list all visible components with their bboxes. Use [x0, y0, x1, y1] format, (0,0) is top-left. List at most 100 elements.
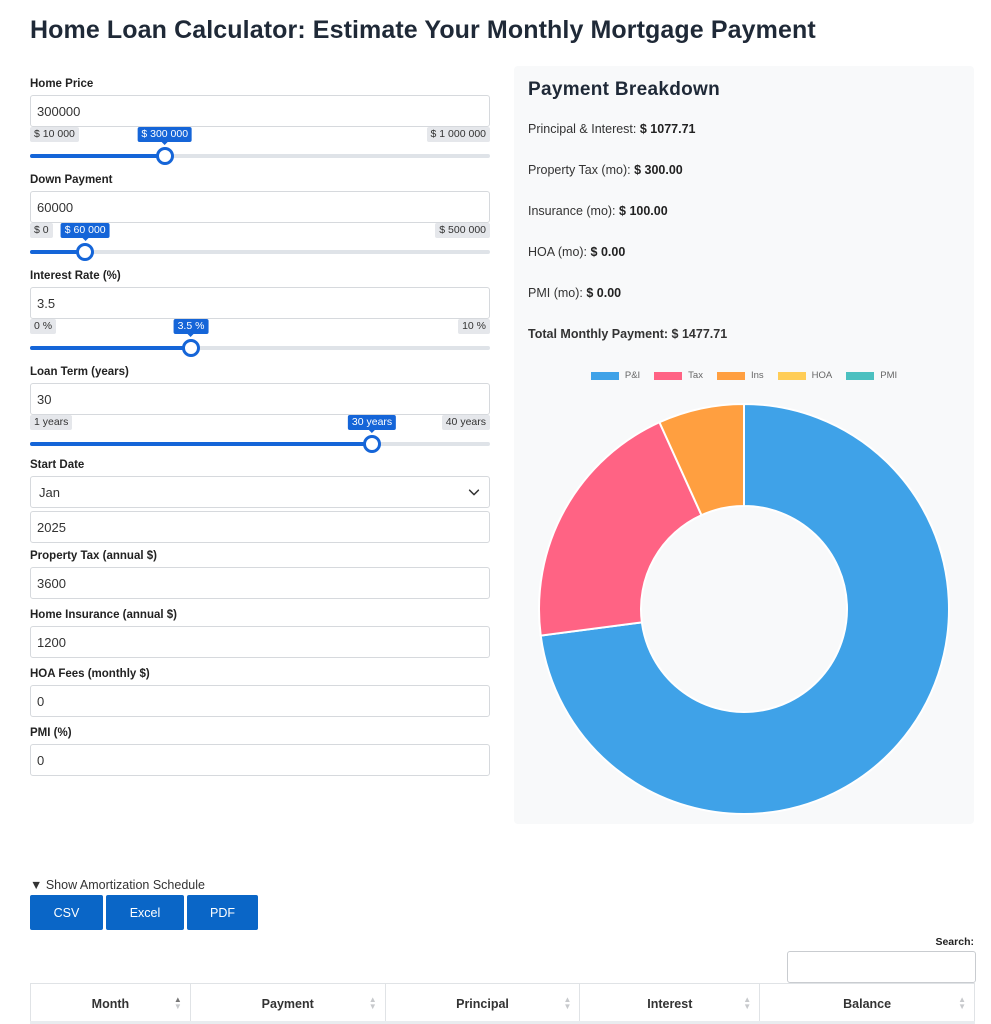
loan-term-slider[interactable]: 1 years 40 years 30 years [30, 415, 490, 453]
down-payment-label: Down Payment [30, 174, 113, 186]
column-header-month[interactable]: Month ▲ ▼ [30, 983, 191, 1024]
legend-label: Ins [750, 370, 764, 381]
column-header-label: Month [91, 996, 130, 1011]
home-insurance-input[interactable] [30, 626, 490, 658]
breakdown-value: $ 1077.71 [639, 122, 696, 136]
breakdown-hoa: HOA (mo): $ 0.00 [528, 245, 625, 259]
interest-rate-input[interactable] [30, 287, 490, 319]
breakdown-title: Payment Breakdown [528, 79, 720, 100]
slider-track[interactable] [30, 147, 490, 165]
search-label: Search: [935, 936, 974, 948]
loan-term-input[interactable] [30, 383, 490, 415]
donut-slice-tax[interactable] [538, 420, 703, 637]
interest-rate-slider[interactable]: 0 % 10 % 3.5 % [30, 319, 490, 357]
amortization-toggle[interactable]: ▼ Show Amortization Schedule [30, 878, 205, 892]
slider-handle[interactable] [155, 147, 174, 165]
legend-label: Tax [688, 370, 703, 381]
down-payment-slider[interactable]: $ 0 $ 500 000 $ 60 000 [30, 223, 490, 261]
slider-max-label: $ 500 000 [435, 223, 490, 238]
donut-slice-pi[interactable] [539, 402, 950, 815]
legend-item[interactable]: Tax [654, 370, 703, 381]
total-label: Total Monthly Payment: [528, 327, 669, 341]
legend-item[interactable]: HOA [777, 370, 833, 381]
slider-min-label: 1 years [30, 415, 73, 430]
chart-legend: P&I Tax Ins HOA PMI [514, 370, 974, 381]
slider-max-label: 10 % [458, 319, 490, 334]
column-header-balance[interactable]: Balance ▲ ▼ [759, 983, 975, 1024]
payment-breakdown-panel: Payment Breakdown Principal & Interest: … [514, 66, 974, 824]
legend-item[interactable]: Ins [716, 370, 764, 381]
legend-label: HOA [811, 370, 833, 381]
breakdown-label: Property Tax (mo): [528, 163, 631, 177]
legend-swatch [654, 371, 683, 380]
down-payment-input[interactable] [30, 191, 490, 223]
slider-track[interactable] [30, 243, 490, 261]
start-month-value: Jan [39, 484, 60, 500]
column-header-label: Balance [843, 996, 892, 1011]
property-tax-group: Property Tax (annual $) [30, 550, 490, 599]
breakdown-property-tax: Property Tax (mo): $ 300.00 [528, 163, 683, 177]
excel-button[interactable]: Excel [106, 895, 184, 930]
home-price-group: Home Price $ 10 000 $ 1 000 000 $ 300 00… [30, 78, 490, 165]
legend-swatch [846, 371, 875, 380]
breakdown-value: $ 0.00 [586, 286, 622, 300]
column-header-label: Payment [261, 996, 314, 1011]
slider-max-label: $ 1 000 000 [426, 127, 490, 142]
home-price-slider[interactable]: $ 10 000 $ 1 000 000 $ 300 000 [30, 127, 490, 165]
slider-value-label: 30 years [347, 415, 397, 433]
legend-label: PMI [880, 370, 898, 381]
sort-ascending-icon: ▲ ▼ [173, 995, 182, 1011]
column-header-label: Principal [456, 996, 509, 1011]
slider-min-label: $ 10 000 [30, 127, 79, 142]
sort-icon: ▲ ▼ [368, 995, 377, 1011]
home-price-input[interactable] [30, 95, 490, 127]
property-tax-label: Property Tax (annual $) [30, 550, 157, 562]
hoa-group: HOA Fees (monthly $) [30, 668, 490, 717]
slider-fill [30, 154, 165, 158]
slider-track[interactable] [30, 435, 490, 453]
column-header-label: Interest [647, 996, 693, 1011]
slider-handle[interactable] [363, 435, 382, 453]
home-insurance-label: Home Insurance (annual $) [30, 609, 177, 621]
property-tax-input[interactable] [30, 567, 490, 599]
start-month-select[interactable]: Jan [30, 476, 490, 508]
home-price-label: Home Price [30, 78, 94, 90]
pmi-group: PMI (%) [30, 727, 490, 776]
donut-slice-ins[interactable] [658, 402, 745, 517]
search-input[interactable] [787, 951, 976, 983]
slider-fill [30, 442, 373, 446]
slider-max-label: 40 years [441, 415, 490, 430]
breakdown-label: Insurance (mo): [528, 204, 616, 218]
legend-item[interactable]: PMI [846, 370, 897, 381]
table-row [30, 1021, 975, 1024]
pdf-button[interactable]: PDF [187, 895, 258, 930]
slider-value-label: 3.5 % [173, 319, 209, 337]
legend-swatch [590, 371, 619, 380]
column-header-interest[interactable]: Interest ▲ ▼ [579, 983, 761, 1024]
breakdown-label: PMI (mo): [528, 286, 583, 300]
slider-min-label: $ 0 [30, 223, 53, 238]
legend-item[interactable]: P&I [590, 370, 641, 381]
chevron-down-icon [468, 489, 480, 496]
start-year-input[interactable] [30, 511, 490, 543]
legend-swatch [716, 371, 745, 380]
pmi-input[interactable] [30, 744, 490, 776]
slider-track[interactable] [30, 339, 490, 357]
slider-handle[interactable] [76, 243, 95, 261]
breakdown-value: $ 100.00 [619, 204, 668, 218]
slider-handle[interactable] [182, 339, 200, 357]
slider-fill [30, 346, 191, 350]
breakdown-label: HOA (mo): [528, 245, 588, 259]
breakdown-value: $ 0.00 [590, 245, 626, 259]
csv-button[interactable]: CSV [30, 895, 103, 930]
hoa-input[interactable] [30, 685, 490, 717]
start-date-group: Start Date Jan [30, 459, 490, 543]
breakdown-principal-interest: Principal & Interest: $ 1077.71 [528, 122, 695, 136]
legend-label: P&I [624, 370, 641, 381]
column-header-payment[interactable]: Payment ▲ ▼ [189, 983, 386, 1024]
column-header-principal[interactable]: Principal ▲ ▼ [384, 983, 581, 1024]
interest-rate-group: Interest Rate (%) 0 % 10 % 3.5 % [30, 270, 490, 357]
breakdown-label: Principal & Interest: [528, 122, 637, 136]
start-date-label: Start Date [30, 459, 85, 471]
loan-form: Home Price $ 10 000 $ 1 000 000 $ 300 00… [30, 78, 490, 789]
